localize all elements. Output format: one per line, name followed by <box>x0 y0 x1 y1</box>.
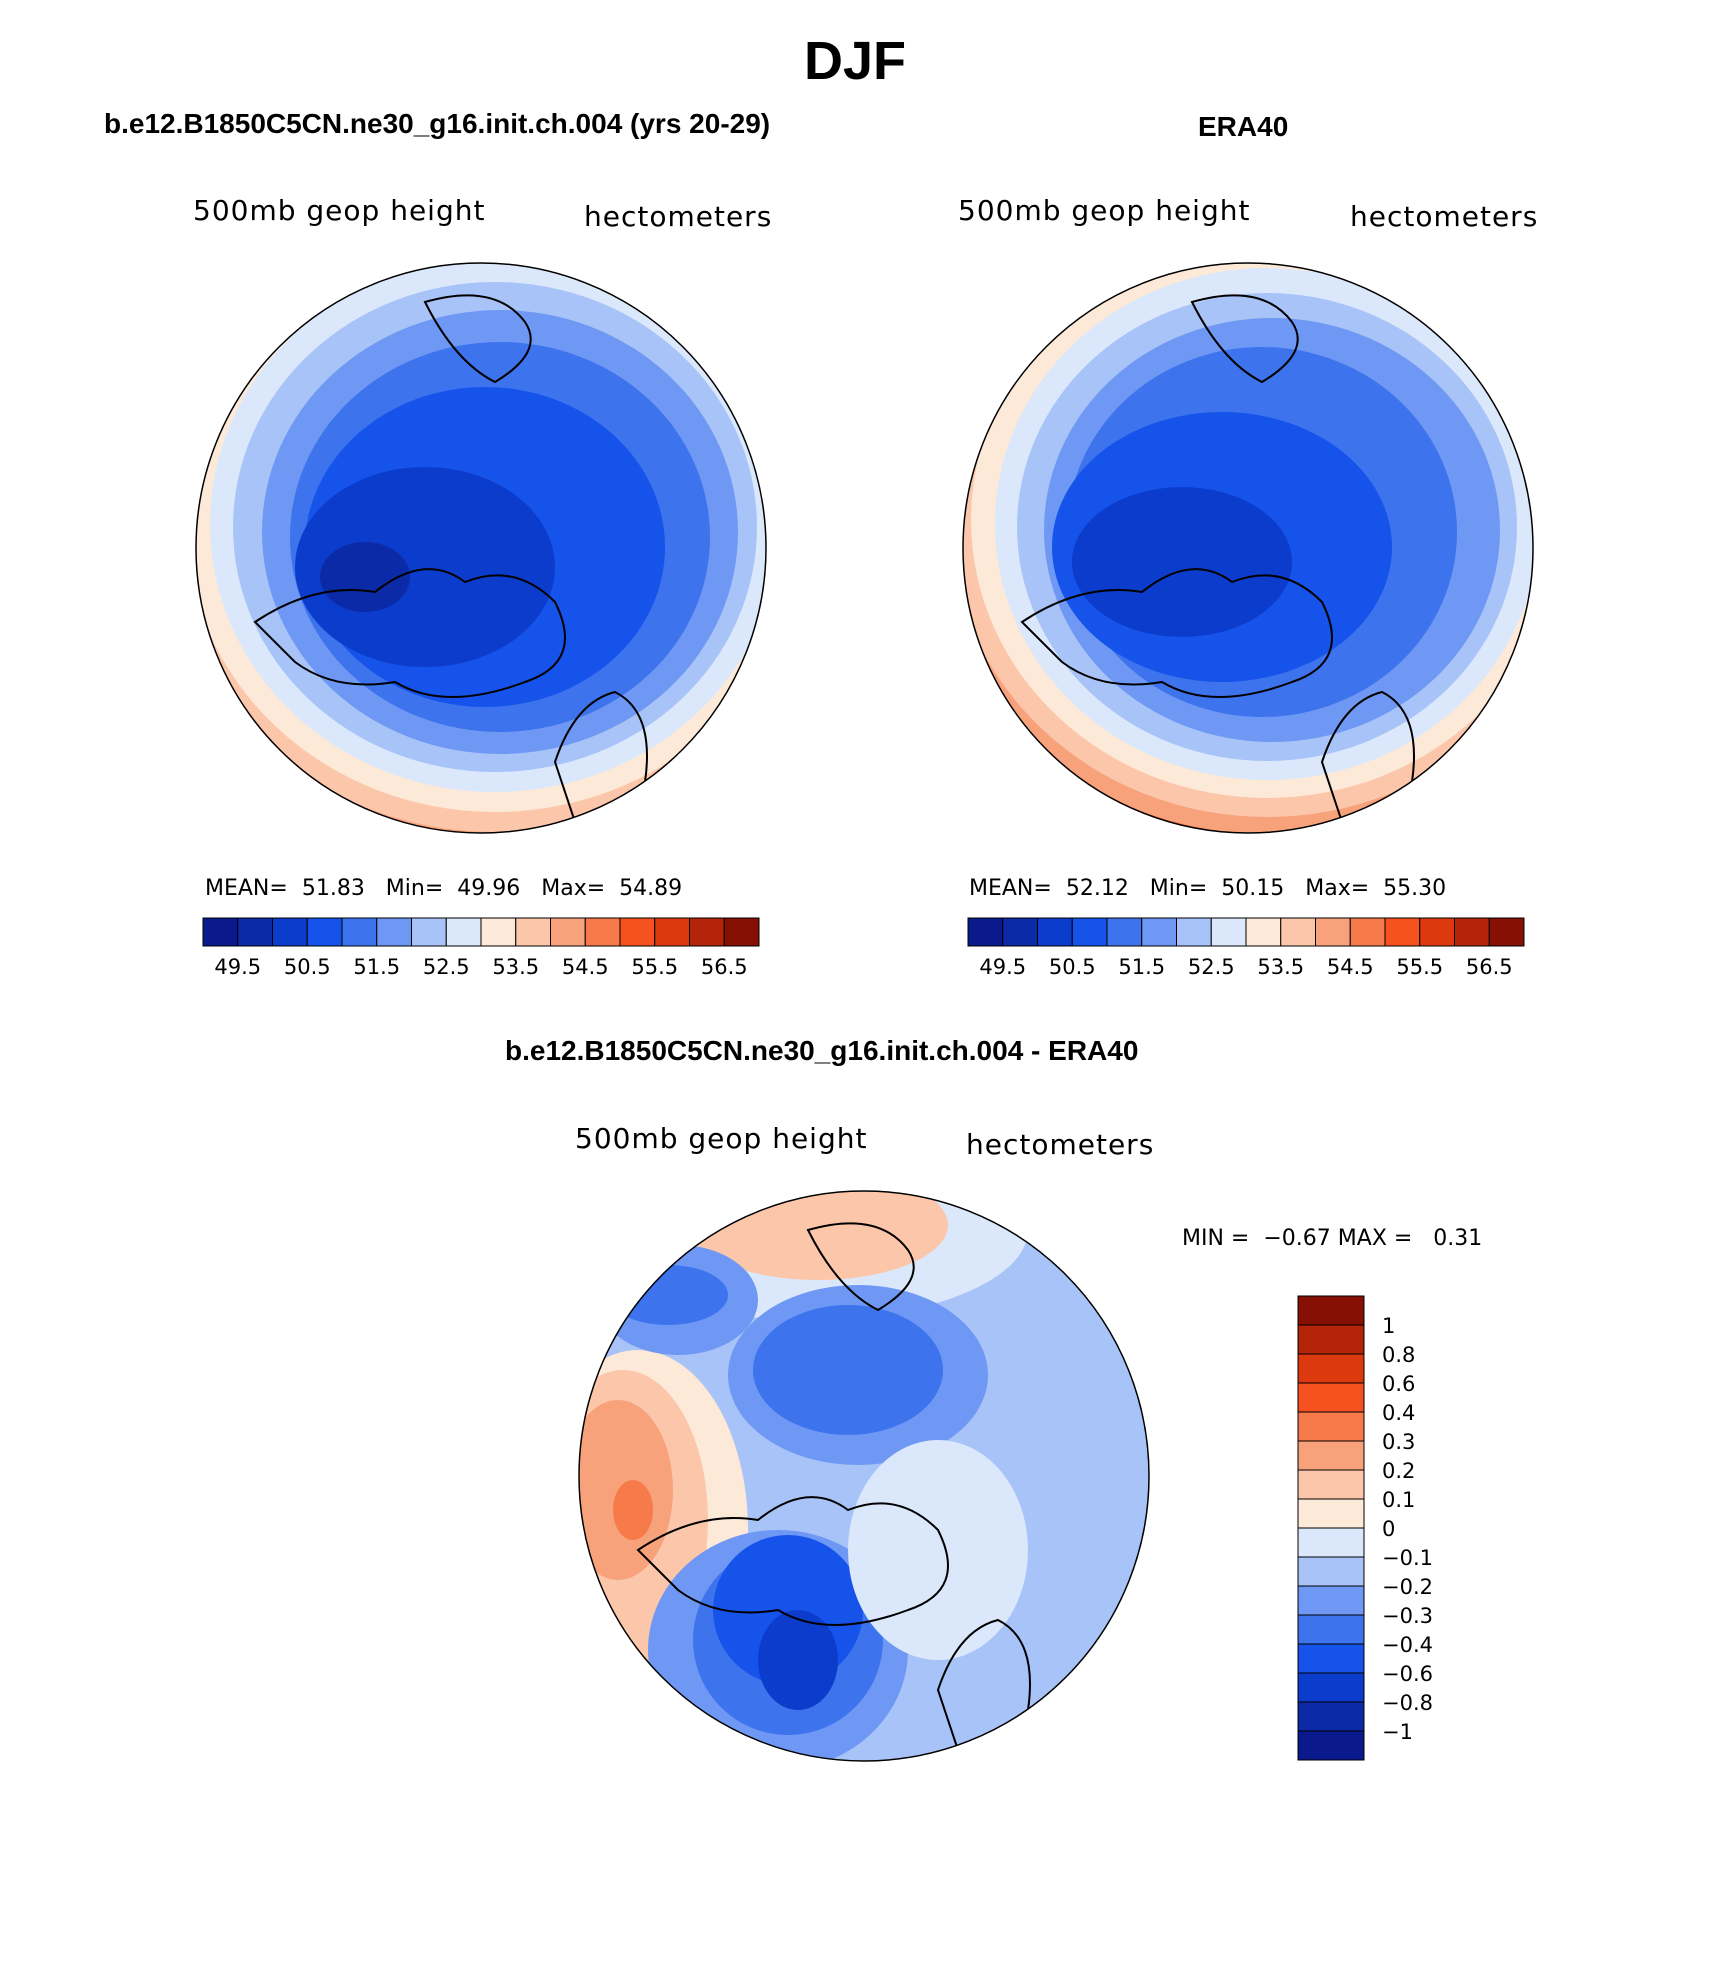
diff-colorbar-label: 1 <box>1382 1314 1395 1338</box>
obs-colorbar-label: 51.5 <box>1118 955 1165 979</box>
obs-colorbar-label: 50.5 <box>1049 955 1096 979</box>
model-colorbar-box <box>515 917 551 947</box>
model-colorbar-box <box>550 917 586 947</box>
model-colorbar-box <box>411 917 447 947</box>
model-colorbar-box <box>584 917 621 947</box>
diff-units-label: hectometers <box>966 1128 1155 1161</box>
diff-colorbar-box <box>1297 1585 1365 1616</box>
diff-colorbar-box <box>1297 1382 1365 1413</box>
model-colorbar-box <box>689 917 725 947</box>
obs-colorbar-label: 56.5 <box>1466 955 1513 979</box>
model-panel-title: b.e12.B1850C5CN.ne30_g16.init.ch.004 (yr… <box>104 108 771 139</box>
diff-colorbar-box <box>1297 1643 1365 1674</box>
model-colorbar-box <box>376 917 412 947</box>
obs-colorbar-label: 53.5 <box>1257 955 1304 979</box>
diff-colorbar-label: −0.1 <box>1382 1546 1433 1570</box>
model-colorbar-box <box>272 917 308 947</box>
obs-colorbar-box <box>1315 917 1351 947</box>
model-colorbar: 49.5 50.5 51.5 52.5 53.5 54.5 55.5 56.5 <box>202 917 760 979</box>
model-polar-map <box>195 262 767 834</box>
obs-panel-title: ERA40 <box>1198 111 1289 142</box>
model-colorbar-box <box>237 917 273 947</box>
diff-colorbar-box <box>1297 1295 1365 1326</box>
figure-title: DJF <box>803 31 906 91</box>
obs-colorbar-box <box>1245 917 1282 947</box>
obs-colorbar-box <box>1141 917 1177 947</box>
diff-colorbar-label: 0.4 <box>1382 1401 1415 1425</box>
model-colorbar-label: 56.5 <box>701 955 748 979</box>
model-variable-label: 500mb geop height <box>193 194 486 227</box>
model-colorbar-label: 51.5 <box>353 955 400 979</box>
diff-polar-map <box>578 1190 1150 1762</box>
diff-colorbar-label: 0.2 <box>1382 1459 1415 1483</box>
model-colorbar-box <box>341 917 378 947</box>
diff-colorbar-box <box>1297 1672 1365 1703</box>
diff-colorbar-label: 0 <box>1382 1517 1395 1541</box>
diff-colorbar-box <box>1297 1353 1365 1384</box>
obs-colorbar-box <box>1419 917 1455 947</box>
diff-colorbar-label: −0.4 <box>1382 1633 1433 1657</box>
diff-colorbar-label: −0.6 <box>1382 1662 1433 1686</box>
model-colorbar-box <box>619 917 656 947</box>
diff-colorbar-box <box>1297 1556 1365 1587</box>
obs-colorbar-box <box>967 917 1004 947</box>
diff-colorbar-label: 0.6 <box>1382 1372 1415 1396</box>
obs-stats: MEAN= 52.12 Min= 50.15 Max= 55.30 <box>969 876 1447 901</box>
diff-colorbar-label: 0.3 <box>1382 1430 1415 1454</box>
obs-colorbar-label: 54.5 <box>1327 955 1374 979</box>
model-colorbar-label: 55.5 <box>631 955 678 979</box>
model-stats: MEAN= 51.83 Min= 49.96 Max= 54.89 <box>205 876 683 901</box>
obs-colorbar-box <box>1176 917 1212 947</box>
model-colorbar-label: 52.5 <box>423 955 470 979</box>
obs-colorbar-box <box>1384 917 1421 947</box>
obs-colorbar-box <box>1349 917 1386 947</box>
model-colorbar-label: 54.5 <box>562 955 609 979</box>
model-colorbar-box <box>202 917 239 947</box>
diff-colorbar-label: −0.3 <box>1382 1604 1433 1628</box>
diff-colorbar-box <box>1297 1324 1365 1355</box>
diff-colorbar-box <box>1297 1411 1365 1442</box>
diff-colorbar-box <box>1297 1614 1365 1645</box>
model-colorbar-label: 53.5 <box>492 955 539 979</box>
diff-colorbar-label: −1 <box>1382 1720 1413 1744</box>
model-colorbar-box <box>654 917 690 947</box>
obs-colorbar-box <box>1002 917 1038 947</box>
diff-variable-label: 500mb geop height <box>575 1122 868 1155</box>
obs-variable-label: 500mb geop height <box>958 194 1251 227</box>
diff-colorbar-box <box>1297 1469 1365 1500</box>
model-colorbar-box <box>723 917 760 947</box>
diff-colorbar-label: 0.8 <box>1382 1343 1415 1367</box>
model-units-label: hectometers <box>584 200 773 233</box>
obs-colorbar-box <box>1106 917 1143 947</box>
model-colorbar-label: 49.5 <box>214 955 261 979</box>
model-colorbar-label: 50.5 <box>284 955 331 979</box>
diff-colorbar-label: −0.2 <box>1382 1575 1433 1599</box>
diff-colorbar-box <box>1297 1701 1365 1732</box>
obs-polar-map <box>962 262 1534 834</box>
obs-colorbar: 49.5 50.5 51.5 52.5 53.5 54.5 55.5 56.5 <box>967 917 1525 979</box>
diff-stats: MIN = −0.67 MAX = 0.31 <box>1182 1226 1483 1251</box>
model-colorbar-box <box>480 917 517 947</box>
obs-colorbar-label: 49.5 <box>979 955 1026 979</box>
obs-colorbar-box <box>1071 917 1108 947</box>
model-colorbar-box <box>306 917 343 947</box>
obs-colorbar-label: 55.5 <box>1396 955 1443 979</box>
obs-colorbar-box <box>1210 917 1247 947</box>
diff-panel-title: b.e12.B1850C5CN.ne30_g16.init.ch.004 - E… <box>505 1035 1139 1066</box>
obs-units-label: hectometers <box>1350 200 1539 233</box>
diff-colorbar-label: 0.1 <box>1382 1488 1415 1512</box>
diff-colorbar-box <box>1297 1440 1365 1471</box>
diff-colorbar-box <box>1297 1527 1365 1558</box>
obs-colorbar-box <box>1454 917 1490 947</box>
diff-colorbar-box <box>1297 1498 1365 1529</box>
obs-colorbar-box <box>1280 917 1316 947</box>
diff-colorbar-label: −0.8 <box>1382 1691 1433 1715</box>
diff-colorbar: 1 0.8 0.6 0.4 0.3 0.2 0.1 0 −0.1 −0.2 −0.3 −0.4 −0.6… <box>1297 1295 1433 1761</box>
diff-colorbar-box <box>1297 1730 1365 1761</box>
obs-colorbar-label: 52.5 <box>1188 955 1235 979</box>
obs-colorbar-box <box>1037 917 1073 947</box>
model-colorbar-box <box>445 917 482 947</box>
obs-colorbar-box <box>1488 917 1525 947</box>
